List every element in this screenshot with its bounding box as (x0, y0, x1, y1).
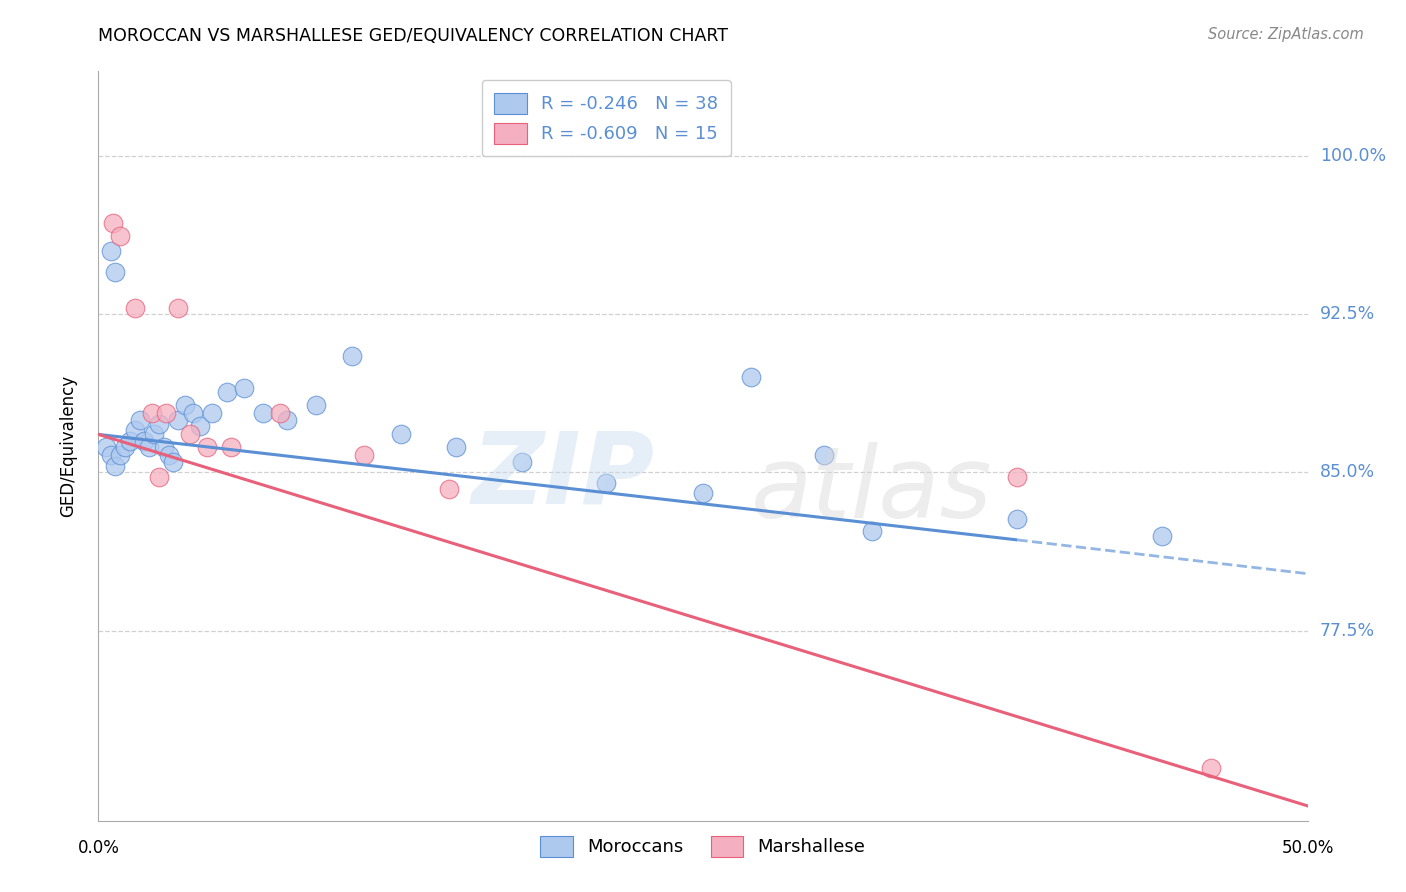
Legend: Moroccans, Marshallese: Moroccans, Marshallese (533, 829, 873, 864)
Point (860, 524, 883, 539)
Y-axis label: GED/Equivalency: GED/Equivalency (59, 375, 77, 517)
Point (305, 398, 328, 412)
Text: Source: ZipAtlas.com: Source: ZipAtlas.com (1208, 27, 1364, 42)
Point (100, 449, 122, 463)
Point (148, 469, 170, 483)
Point (101, 216, 124, 230)
Point (437, 483, 460, 497)
Point (124, 423, 146, 437)
Point (389, 427, 412, 442)
Point (128, 412, 150, 426)
Text: 100.0%: 100.0% (1320, 147, 1386, 165)
Point (162, 455, 184, 469)
Point (276, 412, 298, 426)
Point (740, 370, 762, 384)
Point (232, 381, 254, 395)
Text: ZIP: ZIP (471, 427, 655, 524)
Point (342, 349, 364, 363)
Point (124, 301, 146, 315)
Point (108, 449, 131, 463)
Point (143, 427, 166, 442)
Point (1152, 529, 1174, 543)
Point (1007, 469, 1029, 483)
Point (1007, 512, 1029, 526)
Point (167, 412, 190, 426)
Point (108, 229, 131, 244)
Text: 92.5%: 92.5% (1320, 305, 1375, 323)
Text: atlas: atlas (751, 442, 993, 540)
Point (813, 449, 835, 463)
Point (152, 440, 174, 454)
Text: MOROCCAN VS MARSHALLESE GED/EQUIVALENCY CORRELATION CHART: MOROCCAN VS MARSHALLESE GED/EQUIVALENCY … (98, 27, 728, 45)
Point (353, 449, 375, 463)
Point (114, 440, 136, 454)
Point (201, 406, 224, 420)
Text: 0.0%: 0.0% (77, 839, 120, 857)
Point (446, 440, 468, 454)
Point (1199, 761, 1222, 775)
Point (104, 458, 127, 473)
Point (155, 406, 177, 420)
Point (134, 434, 156, 448)
Point (692, 486, 714, 500)
Point (104, 265, 127, 279)
Point (215, 385, 238, 400)
Text: 85.0%: 85.0% (1320, 463, 1375, 482)
Point (100, 244, 122, 258)
Point (221, 440, 243, 454)
Point (138, 440, 160, 454)
Point (181, 406, 204, 420)
Point (148, 417, 170, 431)
Point (269, 406, 291, 420)
Point (510, 455, 533, 469)
Point (167, 301, 190, 315)
Point (157, 449, 180, 463)
Point (188, 419, 211, 434)
Text: 77.5%: 77.5% (1320, 622, 1375, 640)
Point (179, 427, 201, 442)
Point (118, 434, 141, 448)
Point (174, 398, 197, 412)
Point (141, 406, 163, 420)
Text: 50.0%: 50.0% (1281, 839, 1334, 857)
Point (252, 406, 274, 420)
Point (595, 475, 617, 490)
Point (94, 440, 117, 454)
Point (195, 440, 218, 454)
